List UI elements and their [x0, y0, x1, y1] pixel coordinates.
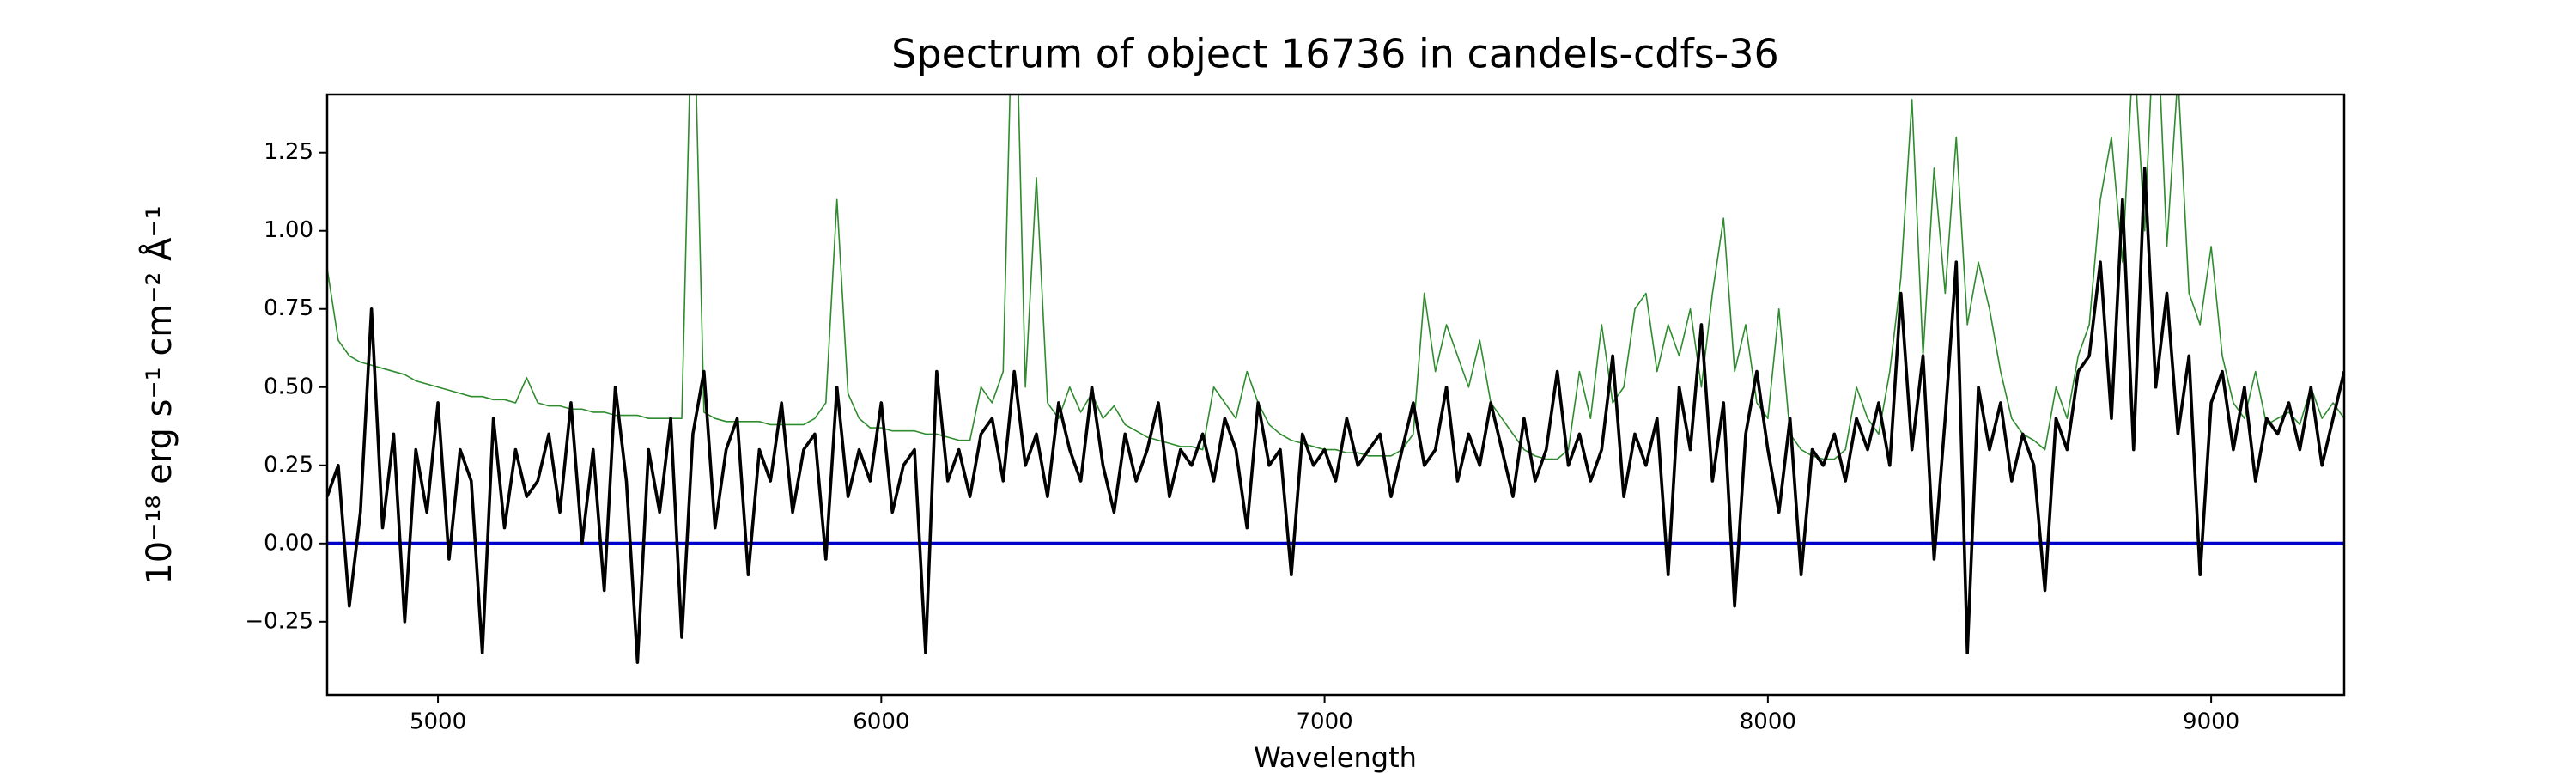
y-tick-label: 0.50 [264, 374, 313, 399]
y-tick-label: 1.25 [264, 139, 313, 165]
x-tick-label: 6000 [853, 709, 909, 735]
spectrum-line [327, 94, 2344, 460]
y-tick-label: 1.00 [264, 217, 313, 243]
y-tick-label: 0.25 [264, 452, 313, 478]
plot-area [327, 94, 2344, 664]
x-tick-label: 9000 [2183, 709, 2239, 735]
axes-frame [325, 93, 2346, 697]
x-axis-label: Wavelength [1254, 741, 1417, 773]
x-tick-label: 7000 [1297, 709, 1353, 735]
y-axis-label: 10⁻¹⁸ erg s⁻¹ cm⁻² Å⁻¹ [138, 205, 179, 584]
x-tick-label: 8000 [1740, 709, 1796, 735]
spectrum-line [327, 167, 2344, 664]
chart-title: Spectrum of object 16736 in candels-cdfs… [891, 31, 1779, 77]
x-tick-label: 5000 [410, 709, 466, 735]
y-tick-label: −0.25 [245, 608, 313, 634]
y-tick-label: 0.00 [264, 530, 313, 556]
y-tick-label: 0.75 [264, 295, 313, 321]
